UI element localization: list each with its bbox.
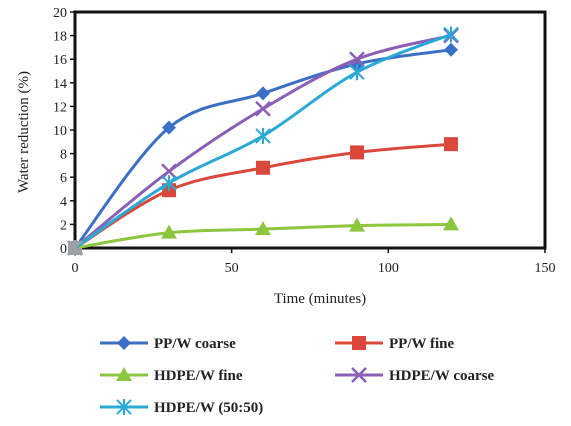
x-tick-label: 0 [72, 261, 79, 276]
data-point [350, 145, 364, 159]
legend-label: PP/W coarse [154, 336, 236, 352]
y-tick-label: 16 [53, 53, 67, 68]
y-tick-label: 10 [53, 124, 67, 139]
data-point [256, 128, 270, 144]
legend: PP/W coarse PP/W fine HDPE/W fine HDPE/W co… [100, 336, 494, 416]
data-point [256, 86, 270, 100]
legend-item-2: HDPE/W fine [100, 367, 243, 384]
data-point [162, 175, 176, 191]
legend-label: HDPE/W coarse [389, 368, 494, 384]
y-tick-label: 0 [60, 242, 67, 257]
y-tick-label: 6 [60, 171, 67, 186]
y-tick-label: 12 [53, 100, 67, 115]
data-point [256, 102, 270, 116]
data-point [444, 26, 458, 42]
legend-item-0: PP/W coarse [100, 336, 236, 352]
data-point [256, 161, 270, 175]
y-tick-label: 8 [60, 148, 67, 163]
y-tick-label: 20 [53, 6, 67, 21]
data-point [444, 43, 458, 57]
legend-marker [117, 336, 131, 350]
data-point [350, 64, 364, 80]
legend-item-1: PP/W fine [335, 336, 454, 352]
y-axis-title: Water reduction (%) [16, 71, 32, 193]
data-point [444, 137, 458, 151]
legend-item-4: HDPE/W (50:50) [100, 399, 263, 416]
legend-marker [352, 336, 366, 350]
series-layer [67, 26, 459, 256]
x-tick-label: 150 [535, 261, 556, 276]
plot-frame [75, 12, 545, 248]
legend-label: HDPE/W fine [154, 368, 243, 384]
x-tick-label: 100 [378, 261, 399, 276]
axes: 0 2 4 6 8 10 12 14 16 18 20 0 50 100 150 Time (minutes)… [16, 6, 556, 307]
y-tick-label: 4 [60, 195, 67, 210]
legend-label: PP/W fine [389, 336, 454, 352]
x-axis-title: Time (minutes) [274, 291, 366, 307]
y-tick-label: 2 [60, 218, 67, 233]
x-tick-label: 50 [225, 261, 239, 276]
legend-label: HDPE/W (50:50) [154, 400, 263, 416]
y-tick-label: 14 [53, 77, 67, 92]
y-tick-label: 18 [53, 30, 67, 45]
legend-item-3: HDPE/W coarse [335, 368, 494, 384]
